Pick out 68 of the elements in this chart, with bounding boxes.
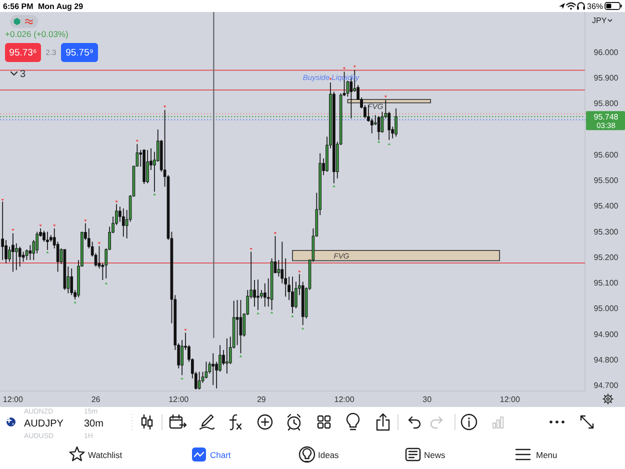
x-tick-label: 12:00: [168, 394, 190, 404]
point: [239, 354, 242, 358]
x-tick-label: 12:00: [2, 394, 24, 404]
point: [136, 140, 139, 142]
x-tick-label: 29: [256, 394, 266, 404]
point: [342, 67, 346, 70]
candlestick: [236, 300, 239, 346]
y-tick-label: 95.400: [594, 202, 619, 211]
candlestick: [122, 208, 125, 238]
candlestick: [394, 108, 398, 138]
y-tick-label: 95.600: [594, 150, 619, 160]
candlestick: [212, 352, 215, 386]
candlestick: [14, 242, 18, 270]
candlestick: [18, 246, 22, 268]
candlestick: [291, 276, 294, 314]
candlestick: [198, 371, 201, 390]
text: Watchlist: [88, 450, 123, 460]
text: 36%: [587, 2, 604, 11]
candlestick: [12, 232, 14, 272]
y-tick-label: 95.100: [594, 278, 619, 288]
text: 30m: [84, 418, 104, 430]
candlestick: [277, 260, 280, 278]
text: JPY: [592, 16, 608, 25]
x-tick-label: 12:00: [500, 394, 520, 404]
point: [270, 311, 274, 314]
point: [250, 248, 252, 250]
annotation: 95.73⁶: [9, 48, 37, 58]
candlestick: [377, 116, 380, 140]
candlestick: [25, 249, 28, 260]
point: [388, 142, 391, 146]
candlestick: [256, 279, 260, 310]
annotation: 95.75⁹: [66, 48, 94, 58]
candlestick: [204, 361, 208, 379]
candlestick: [28, 244, 32, 260]
candlestick: [146, 150, 149, 184]
text: 6:56 PM: [3, 2, 34, 11]
text: News: [424, 450, 446, 460]
x-tick-label: 26: [91, 394, 101, 404]
candlestick: [46, 231, 49, 250]
ref-line-label: 95.748: [594, 112, 619, 122]
y-tick-label: 95.900: [594, 73, 619, 82]
y-tick-label: 94.700: [594, 381, 619, 390]
x-tick-label: 30: [422, 394, 432, 404]
y-tick-label: 95.500: [594, 176, 619, 186]
annotation: +0.026 (+0.03%): [5, 29, 68, 39]
point: [12, 228, 14, 232]
candlestick: [1, 201, 4, 260]
y-tick-label: 95.300: [594, 227, 619, 236]
candlestick: [263, 282, 266, 308]
y-tick-label: 95.800: [594, 99, 619, 108]
y-tick-label: 94.900: [594, 330, 619, 339]
candlestick: [226, 338, 228, 374]
point: [1, 198, 4, 202]
text: Chart: [210, 450, 232, 460]
text: Menu: [536, 450, 558, 460]
point: [332, 184, 336, 188]
candlestick: [239, 300, 242, 354]
y-tick-label: 96.000: [594, 48, 619, 57]
text: AUDJPY: [24, 418, 64, 430]
x-tick-label: 12:00: [334, 394, 355, 404]
text: Mon Aug 29: [38, 2, 84, 11]
annotation: 3: [20, 69, 26, 80]
point: [184, 328, 187, 332]
y-tick-label: 95.200: [594, 252, 619, 262]
candlestick: [70, 268, 74, 296]
text: Ideas: [318, 450, 339, 460]
y-tick-label: 95.000: [594, 304, 619, 314]
y-tick-label: 94.800: [594, 356, 619, 365]
